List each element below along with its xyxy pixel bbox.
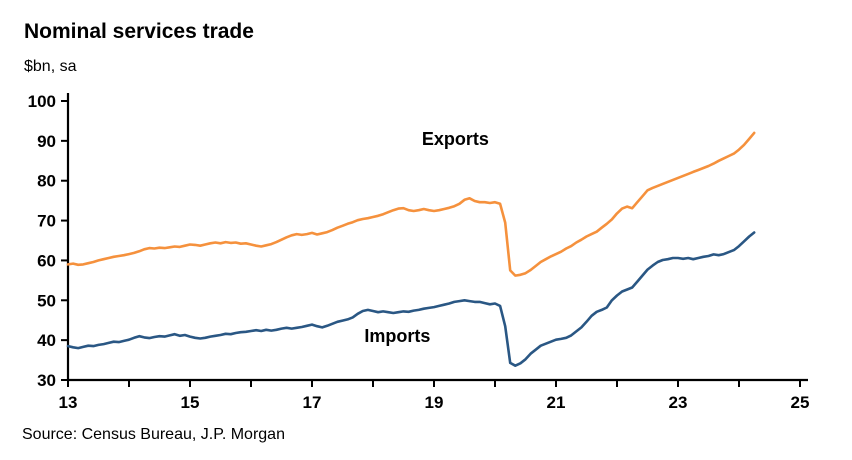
- y-tick-label: 30: [37, 371, 56, 390]
- exports-series-label: Exports: [422, 129, 489, 149]
- y-tick-label: 40: [37, 331, 56, 350]
- y-tick-label: 100: [28, 92, 56, 111]
- y-tick-label: 80: [37, 172, 56, 191]
- x-tick-label: 17: [303, 393, 322, 412]
- y-tick-label: 50: [37, 291, 56, 310]
- y-tick-label: 70: [37, 212, 56, 231]
- x-tick-label: 13: [59, 393, 78, 412]
- y-tick-label: 60: [37, 251, 56, 270]
- x-tick-label: 15: [181, 393, 200, 412]
- x-tick-label: 19: [425, 393, 444, 412]
- chart-units-label: $bn, sa: [24, 58, 77, 75]
- x-tick-label: 25: [791, 393, 810, 412]
- chart-title: Nominal services trade: [24, 20, 254, 43]
- imports-line: [66, 231, 756, 368]
- x-tick-label: 23: [669, 393, 688, 412]
- x-tick-label: 21: [547, 393, 566, 412]
- nominal-services-trade-line-chart: 30 40 50 60 70 80 90 100 13 15 17 19 21 23 25 Exports Im…: [28, 92, 810, 412]
- imports-series-label: Imports: [364, 326, 430, 346]
- y-tick-label: 90: [37, 132, 56, 151]
- exports-line: [66, 131, 756, 277]
- source-note: Source: Census Bureau, J.P. Morgan: [22, 426, 285, 443]
